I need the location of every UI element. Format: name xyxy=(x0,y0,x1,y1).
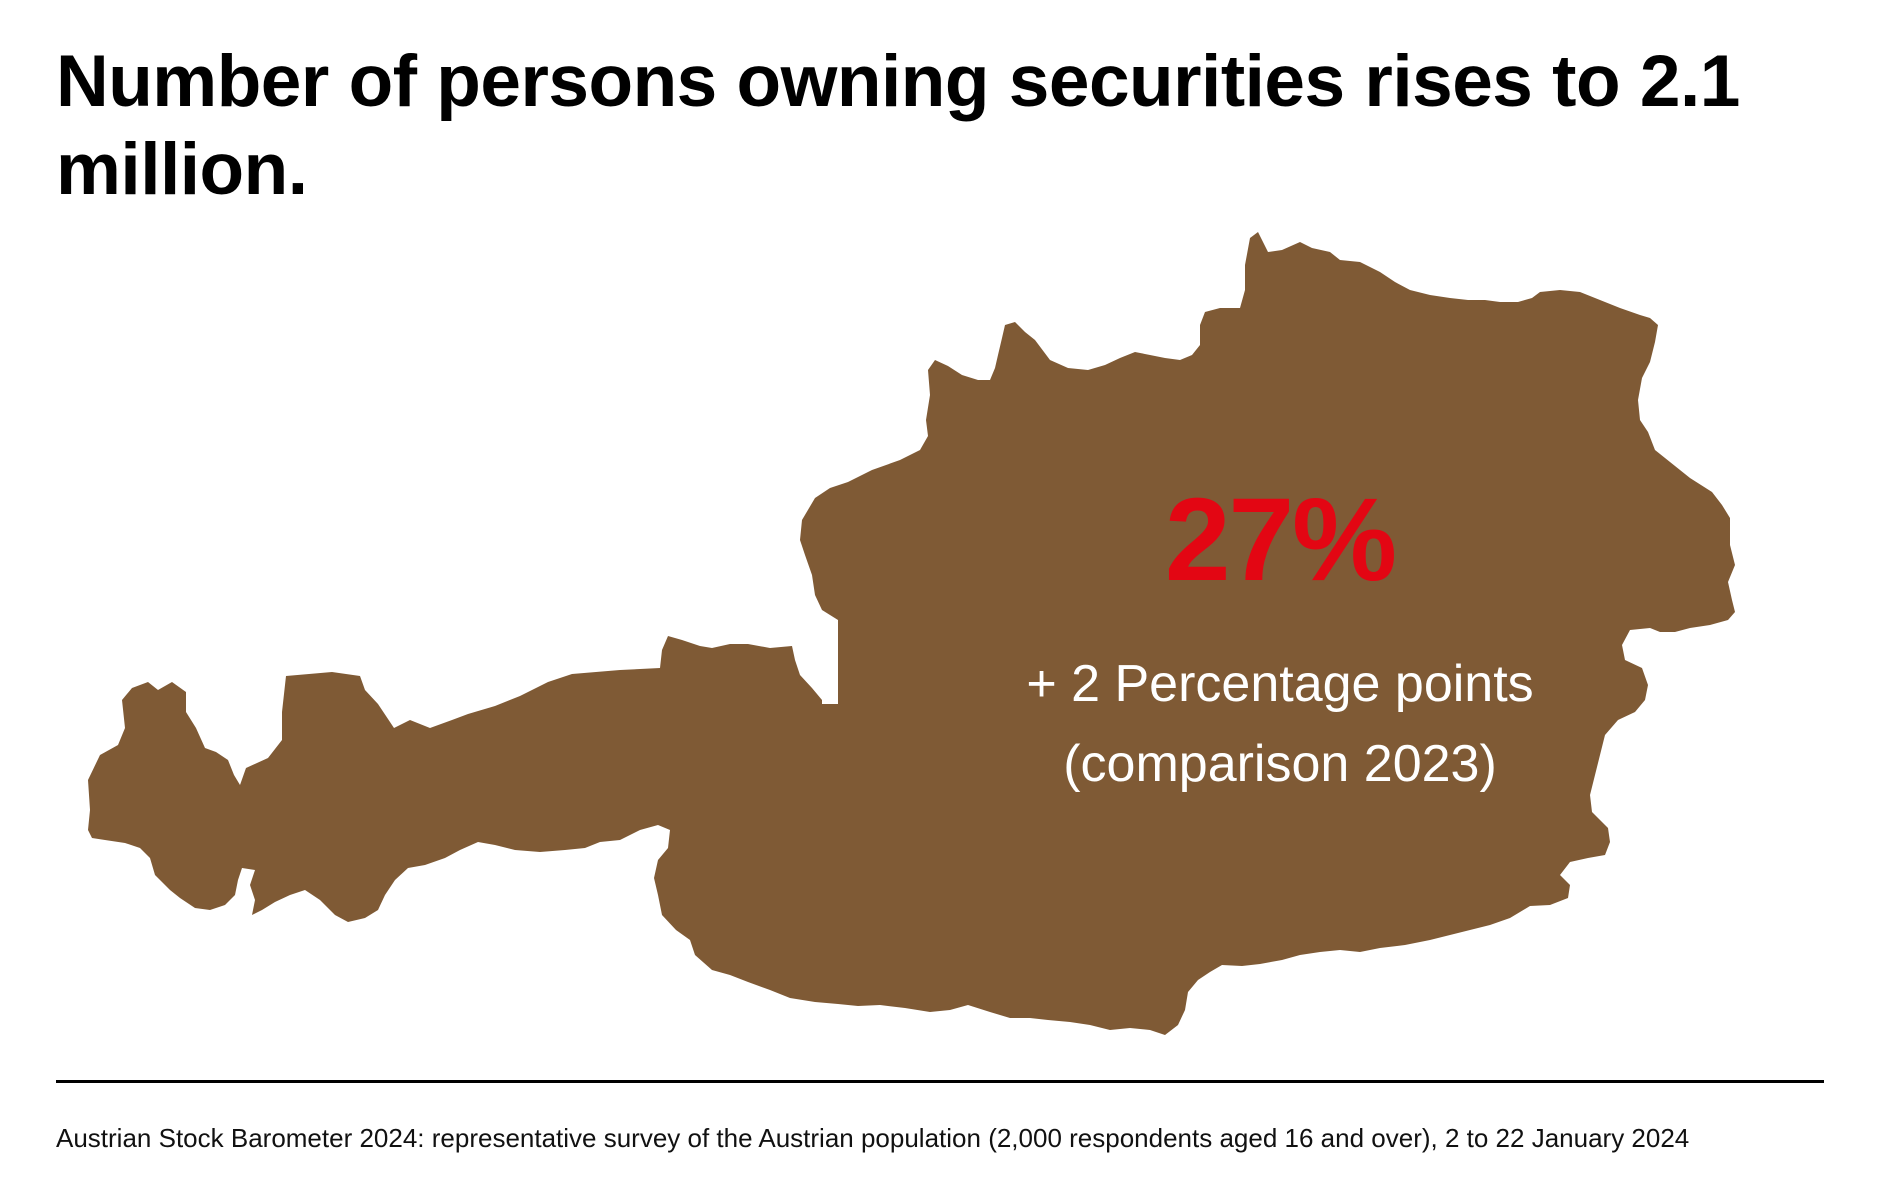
change-line-1: + 2 Percentage points xyxy=(1026,655,1534,713)
austria-map-shape xyxy=(88,232,1735,1035)
percentage-value: 27% xyxy=(1164,474,1397,606)
change-annotation: + 2 Percentage points (comparison 2023) xyxy=(920,644,1640,804)
footer-divider xyxy=(56,1080,1824,1083)
change-line-2: (comparison 2023) xyxy=(1063,735,1497,793)
source-note: Austrian Stock Barometer 2024: represent… xyxy=(56,1123,1690,1153)
page-title: Number of persons owning securities rise… xyxy=(56,41,1740,210)
